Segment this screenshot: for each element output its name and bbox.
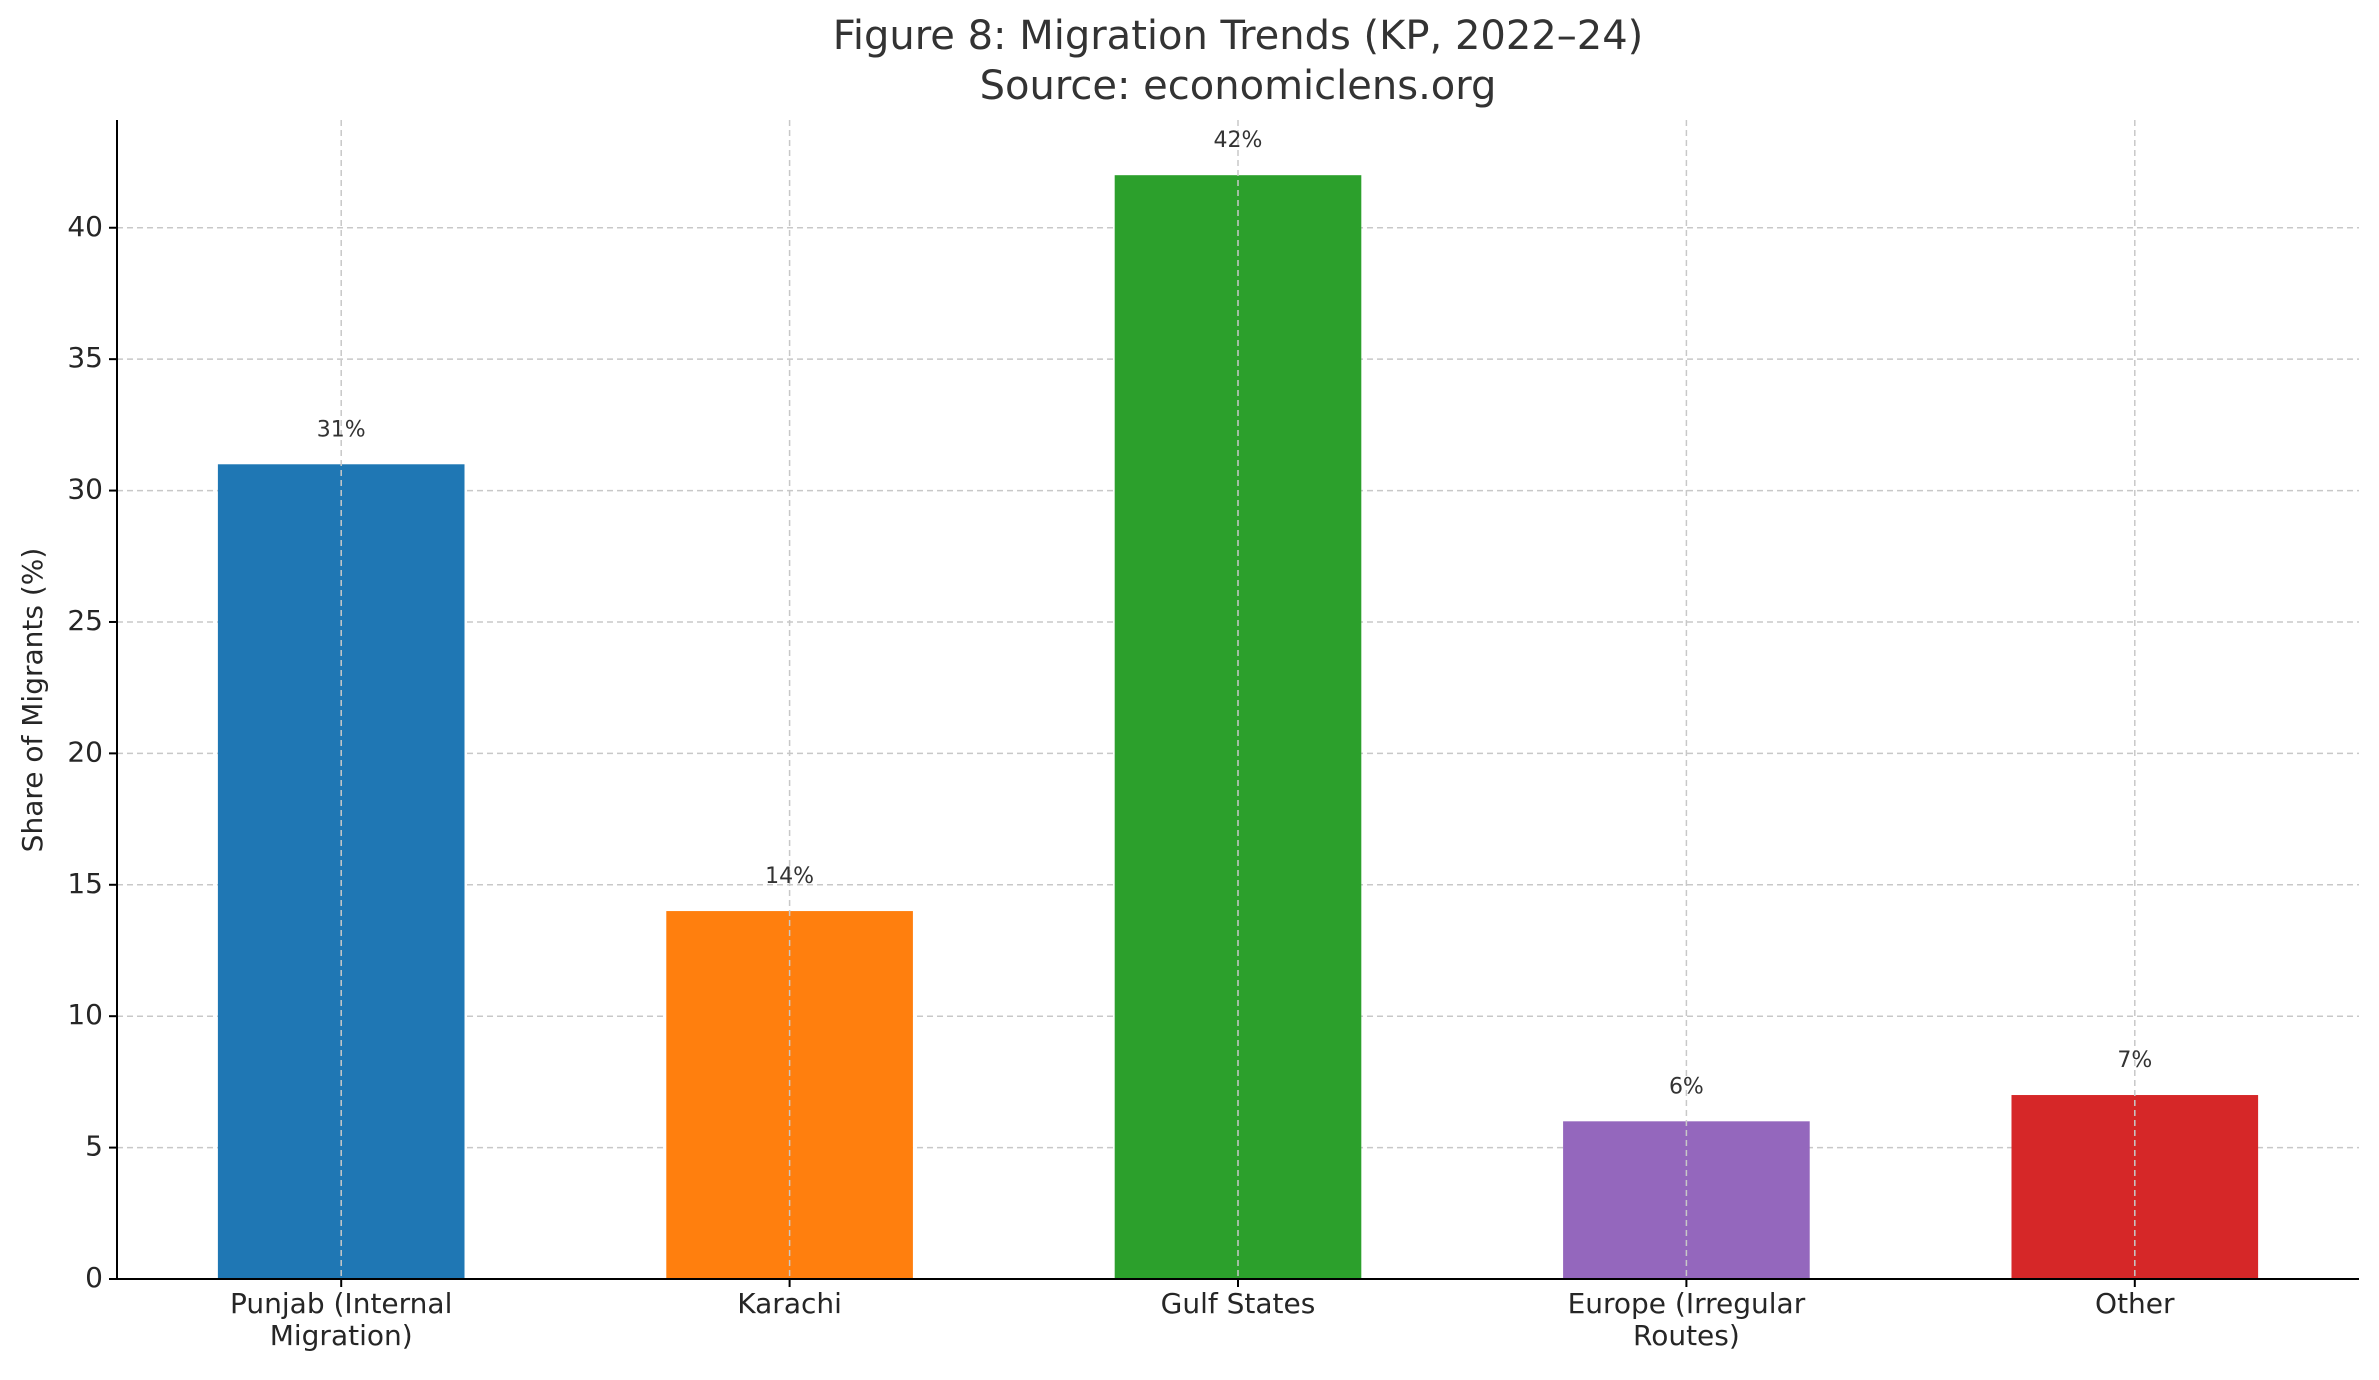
value-label: 42%	[1214, 128, 1263, 153]
value-label: 14%	[765, 864, 814, 889]
y-tick-label: 10	[67, 998, 103, 1031]
value-label: 6%	[1669, 1074, 1704, 1099]
chart-title: Figure 8: Migration Trends (KP, 2022–24)	[833, 13, 1644, 59]
chart-subtitle: Source: economiclens.org	[980, 63, 1497, 109]
y-tick-label: 20	[67, 735, 103, 768]
y-tick-label: 0	[85, 1261, 103, 1294]
y-tick-label: 15	[67, 867, 103, 900]
x-tick-label: Europe (Irregular Routes)	[1568, 1287, 1806, 1352]
value-label: 7%	[2117, 1048, 2152, 1073]
y-tick-label: 35	[67, 341, 103, 374]
x-tick-label: Karachi	[737, 1287, 842, 1320]
value-label: 31%	[317, 417, 366, 442]
y-tick-label: 40	[67, 210, 103, 243]
x-tick-label: Gulf States	[1161, 1287, 1316, 1320]
x-tick-label: Other	[2095, 1287, 2175, 1320]
y-tick-label: 5	[85, 1130, 103, 1163]
x-tick-label: Punjab (Internal Migration)	[230, 1287, 452, 1352]
y-tick-label: 25	[67, 604, 103, 637]
y-axis-label: Share of Migrants (%)	[16, 548, 49, 853]
y-tick-label: 30	[67, 473, 103, 506]
